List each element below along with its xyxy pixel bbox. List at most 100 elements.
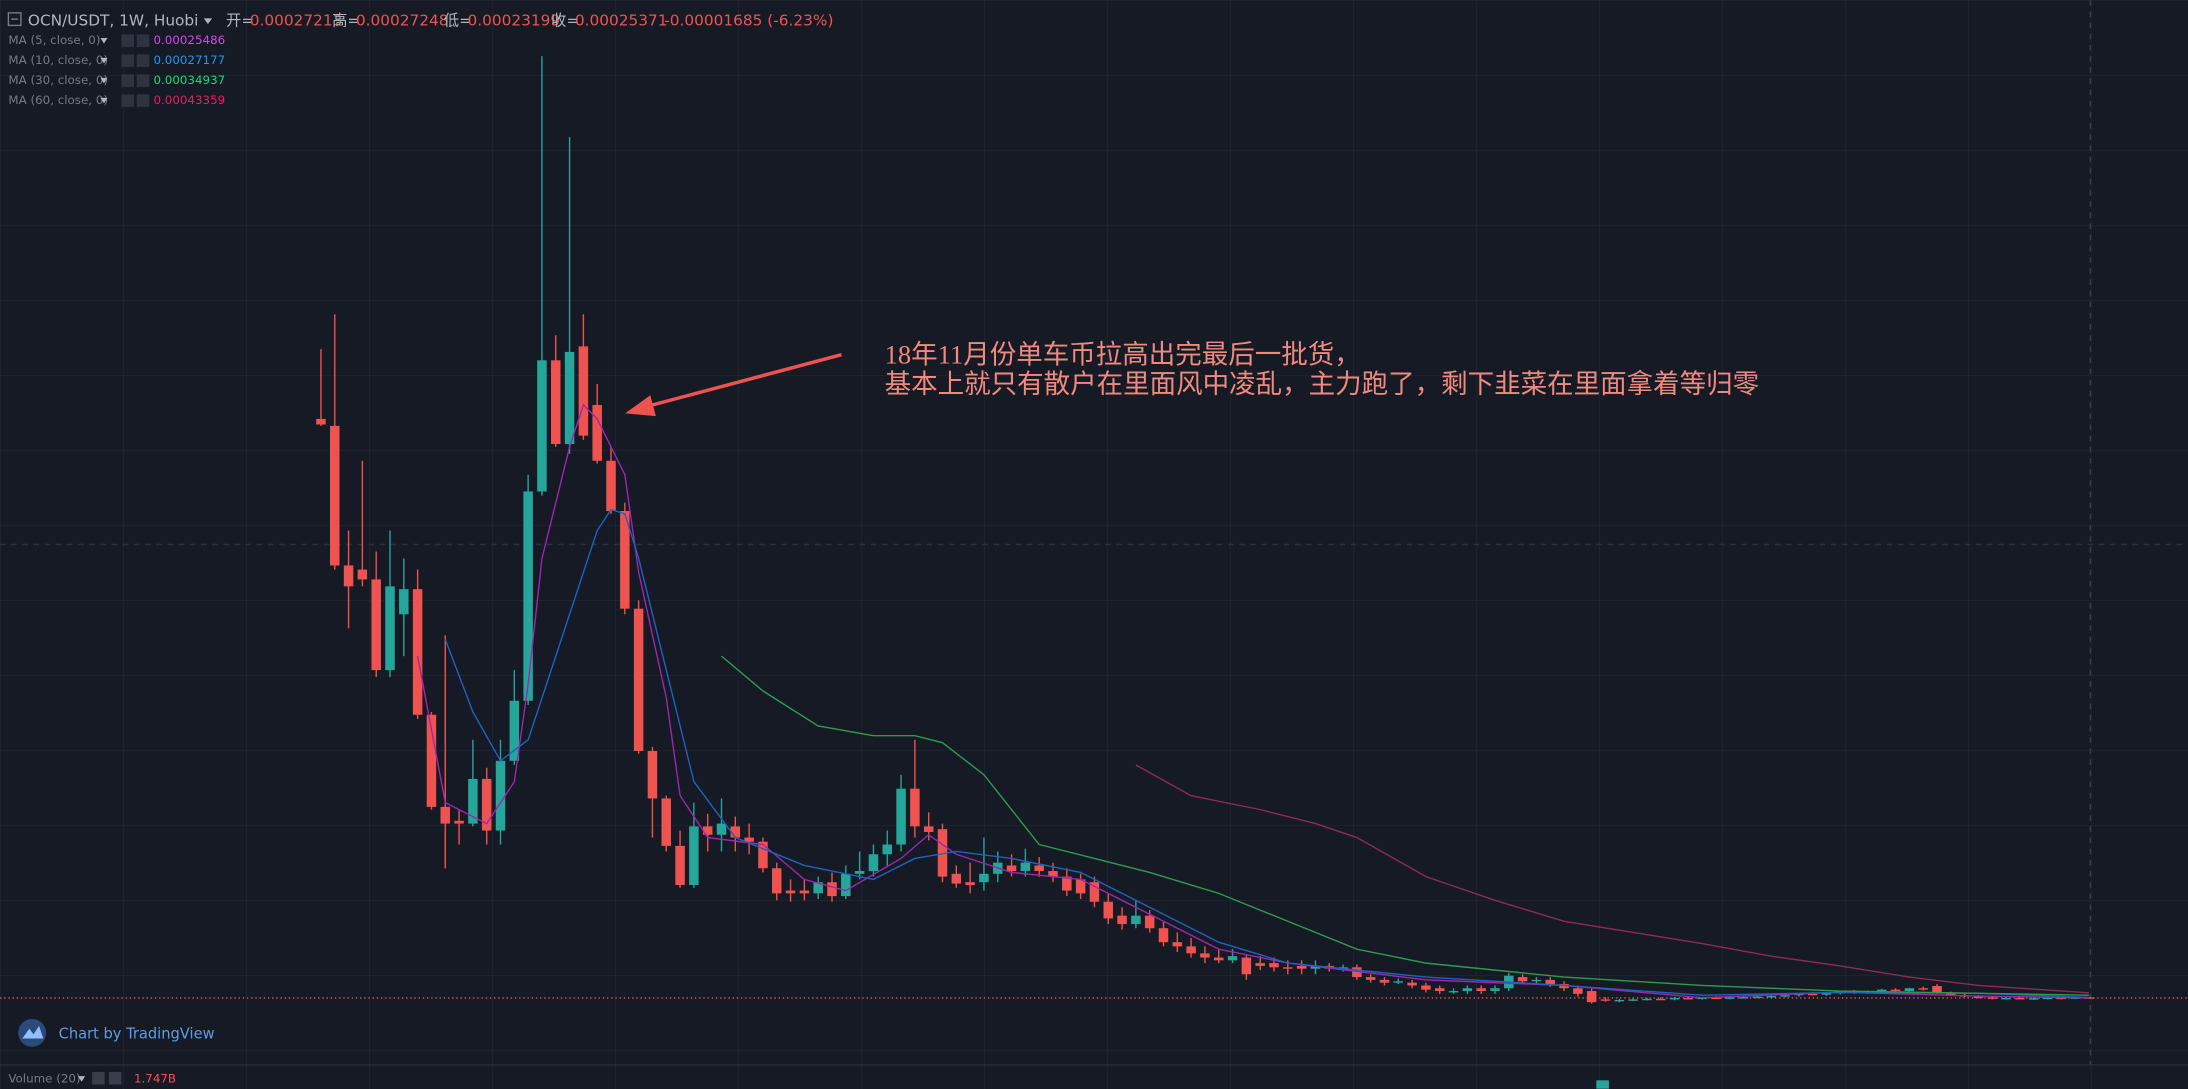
candle-body <box>1932 986 1942 994</box>
candle-body <box>1186 946 1196 954</box>
close-icon[interactable] <box>136 34 150 48</box>
legend-value: 0.00034937 <box>153 73 225 87</box>
settings-icon[interactable] <box>121 74 134 87</box>
candle-body <box>1517 977 1528 982</box>
candle-body <box>2001 998 2011 1000</box>
settings-icon[interactable] <box>121 94 134 107</box>
candle-body <box>633 608 644 752</box>
candle-body <box>758 841 768 869</box>
ma-line <box>444 508 2089 999</box>
dropdown-icon[interactable] <box>78 1076 86 1082</box>
candle-body <box>523 491 533 701</box>
candle-body <box>1103 901 1113 919</box>
candle-body <box>1697 997 1707 1000</box>
settings-icon[interactable] <box>121 34 134 48</box>
legend-name: MA (5, close, 0) <box>8 33 100 47</box>
candle-body <box>1794 993 1804 996</box>
close-icon[interactable] <box>136 74 150 87</box>
dropdown-icon[interactable] <box>100 37 108 44</box>
ma-line <box>1135 764 2089 994</box>
collapse-icon[interactable] <box>7 12 22 27</box>
candle-body <box>1435 988 1445 992</box>
dropdown-icon[interactable] <box>100 97 108 104</box>
candle-body <box>1269 963 1279 968</box>
dropdown-icon[interactable] <box>100 77 108 84</box>
candle-body <box>1200 953 1210 958</box>
candle-body <box>1766 996 1776 998</box>
candle-body <box>1559 984 1569 989</box>
ohlc-label: 收= <box>551 12 579 30</box>
candle-body <box>1987 997 1997 999</box>
candle-body <box>537 360 547 492</box>
candle-body <box>1890 989 1901 992</box>
candle-body <box>716 823 727 835</box>
symbol[interactable]: OCN/USDT, 1W, Huobi <box>28 12 199 30</box>
candle-body <box>468 778 478 824</box>
close-icon[interactable] <box>136 94 150 107</box>
candle-body <box>772 868 782 894</box>
ohlc-value: 0.00027213 <box>250 12 343 30</box>
candle-body <box>1669 998 1680 1000</box>
dropdown-icon[interactable] <box>100 57 108 64</box>
candle-body <box>1172 942 1183 947</box>
candle-body <box>799 890 810 894</box>
candle-body <box>1048 871 1058 877</box>
candle-body <box>1683 998 1694 1000</box>
close-icon[interactable] <box>108 1071 122 1085</box>
candle-body <box>1918 988 1928 990</box>
settings-icon[interactable] <box>92 1071 105 1085</box>
candle-body <box>1407 982 1417 986</box>
settings-icon[interactable] <box>121 54 134 67</box>
candle-body <box>702 826 713 835</box>
candle-body <box>1214 957 1224 961</box>
candle-body <box>1545 979 1555 985</box>
candle-body <box>551 360 561 445</box>
arrow-head <box>625 395 656 417</box>
candle-body <box>1020 862 1031 872</box>
candle-body <box>1131 915 1141 925</box>
candle-body <box>1642 998 1652 1001</box>
candle-body <box>1490 988 1500 992</box>
candle-body <box>606 460 616 512</box>
candle-body <box>1973 996 1984 999</box>
dropdown-icon[interactable] <box>203 18 213 25</box>
candle-body <box>1738 997 1749 999</box>
candle-body <box>1462 988 1473 992</box>
legend-name: MA (30, close, 0) <box>8 73 108 87</box>
candle-body <box>316 418 326 425</box>
candle-body <box>675 845 685 885</box>
candle-body <box>343 565 354 587</box>
candle-body <box>937 829 948 877</box>
candle-body <box>1586 991 1597 1003</box>
candle-body <box>1807 993 1818 996</box>
candle-body <box>1158 928 1169 943</box>
ohlc-value: 0.00027248 <box>356 12 449 30</box>
candle-body <box>1062 876 1072 891</box>
legend-name: MA (60, close, 0) <box>8 93 108 107</box>
candle-body <box>399 589 409 615</box>
volume-value: 1.747B <box>134 1071 176 1085</box>
branding[interactable]: Chart by TradingView <box>59 1025 215 1042</box>
candle-body <box>1227 956 1238 961</box>
candle-body <box>620 511 630 609</box>
candle-body <box>2084 997 2094 999</box>
ohlc-label: 低= <box>444 12 472 30</box>
candle-body <box>661 798 671 846</box>
candle-body <box>1310 965 1321 969</box>
close-icon[interactable] <box>136 54 150 67</box>
candle-body <box>1752 996 1763 999</box>
candle-body <box>1379 979 1390 983</box>
candle-body <box>2028 998 2039 1000</box>
candle-body <box>357 569 368 580</box>
candle-body <box>965 882 975 885</box>
candle-body <box>951 873 962 884</box>
candle-body <box>1628 999 1638 1001</box>
candle-body <box>1241 957 1252 975</box>
candle-body <box>509 700 520 761</box>
legend-value: 0.00025486 <box>153 33 225 47</box>
candle-body <box>1614 999 1625 1002</box>
ohlc-value: 0.00023199 <box>467 12 560 30</box>
annotation: 18年11月份单车币拉高出完最后一批货， <box>885 340 1361 370</box>
candle-body <box>1117 915 1127 925</box>
candle-body <box>564 351 575 445</box>
